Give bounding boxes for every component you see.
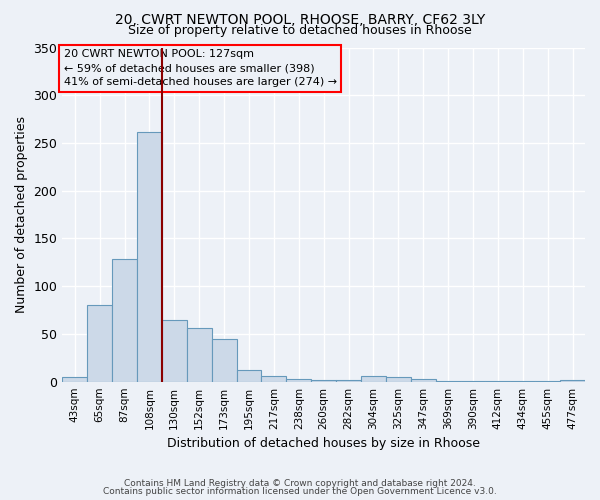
- Bar: [461, 380, 485, 382]
- Bar: [236, 370, 262, 382]
- Bar: [336, 380, 361, 382]
- Bar: [485, 380, 511, 382]
- Bar: [361, 376, 386, 382]
- Bar: [162, 320, 187, 382]
- Bar: [137, 132, 162, 382]
- Bar: [511, 380, 535, 382]
- Y-axis label: Number of detached properties: Number of detached properties: [15, 116, 28, 313]
- Text: Contains HM Land Registry data © Crown copyright and database right 2024.: Contains HM Land Registry data © Crown c…: [124, 478, 476, 488]
- Bar: [560, 380, 585, 382]
- Text: 20, CWRT NEWTON POOL, RHOOSE, BARRY, CF62 3LY: 20, CWRT NEWTON POOL, RHOOSE, BARRY, CF6…: [115, 12, 485, 26]
- Text: Contains public sector information licensed under the Open Government Licence v3: Contains public sector information licen…: [103, 487, 497, 496]
- Bar: [112, 260, 137, 382]
- Text: 20 CWRT NEWTON POOL: 127sqm
← 59% of detached houses are smaller (398)
41% of se: 20 CWRT NEWTON POOL: 127sqm ← 59% of det…: [64, 50, 337, 88]
- Bar: [87, 306, 112, 382]
- Bar: [311, 380, 336, 382]
- Bar: [187, 328, 212, 382]
- Bar: [386, 377, 411, 382]
- Bar: [286, 379, 311, 382]
- X-axis label: Distribution of detached houses by size in Rhoose: Distribution of detached houses by size …: [167, 437, 480, 450]
- Bar: [436, 380, 461, 382]
- Text: Size of property relative to detached houses in Rhoose: Size of property relative to detached ho…: [128, 24, 472, 37]
- Bar: [62, 377, 87, 382]
- Bar: [535, 380, 560, 382]
- Bar: [262, 376, 286, 382]
- Bar: [411, 379, 436, 382]
- Bar: [212, 338, 236, 382]
